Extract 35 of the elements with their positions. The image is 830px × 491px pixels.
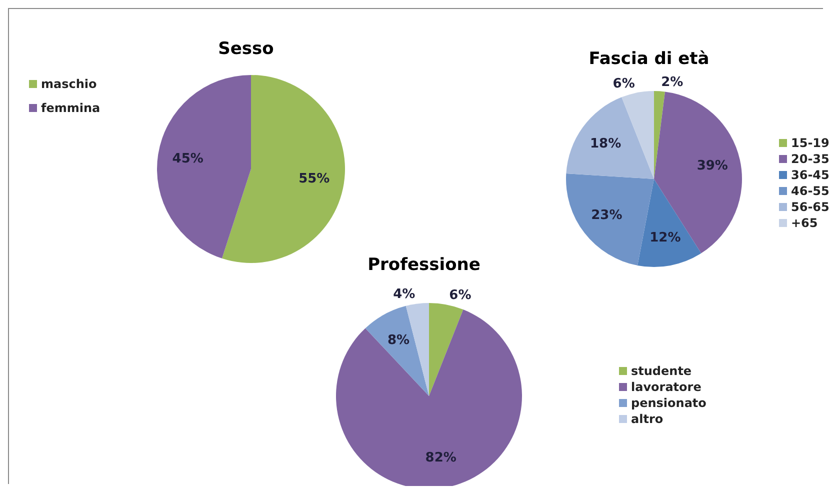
pie-slice <box>566 97 654 179</box>
legend-label: lavoratore <box>631 380 702 394</box>
pie-slice <box>638 179 702 267</box>
data-label: 12% <box>650 230 681 246</box>
pie-slice <box>622 91 654 179</box>
pie-slice <box>157 75 251 258</box>
legend-label: pensionato <box>631 396 706 410</box>
pie-slice <box>429 303 464 396</box>
legend-label: studente <box>631 364 692 378</box>
legend-label: maschio <box>41 77 97 91</box>
legend-label: 36-45 <box>791 168 830 182</box>
data-label: 55% <box>298 172 330 186</box>
pie-slice <box>365 306 429 396</box>
data-label: 18% <box>590 136 622 152</box>
chart-title: Fascia di età <box>588 49 710 69</box>
legend-label: +65 <box>791 216 818 230</box>
data-label: 45% <box>172 152 204 166</box>
legend-label: 20-35 <box>791 152 830 166</box>
chart-title: Sesso <box>217 39 275 59</box>
data-label: 82% <box>425 450 456 466</box>
data-label: 23% <box>591 208 622 224</box>
legend-label: 15-19 <box>791 136 830 150</box>
data-label: 6% <box>449 288 472 304</box>
data-label: 8% <box>387 333 410 348</box>
data-label: 39% <box>696 158 728 174</box>
chart-title: Professione <box>366 255 482 275</box>
legend-label: altro <box>631 412 664 426</box>
legend-label: femmina <box>41 101 100 115</box>
legend-label: 56-65 <box>791 200 830 214</box>
data-label: 4% <box>393 287 416 302</box>
pie-slice <box>222 75 345 263</box>
data-label: 2% <box>661 74 684 90</box>
pie-slice <box>654 91 666 179</box>
legend-label: 46-55 <box>791 184 830 198</box>
data-label: 6% <box>612 76 635 92</box>
